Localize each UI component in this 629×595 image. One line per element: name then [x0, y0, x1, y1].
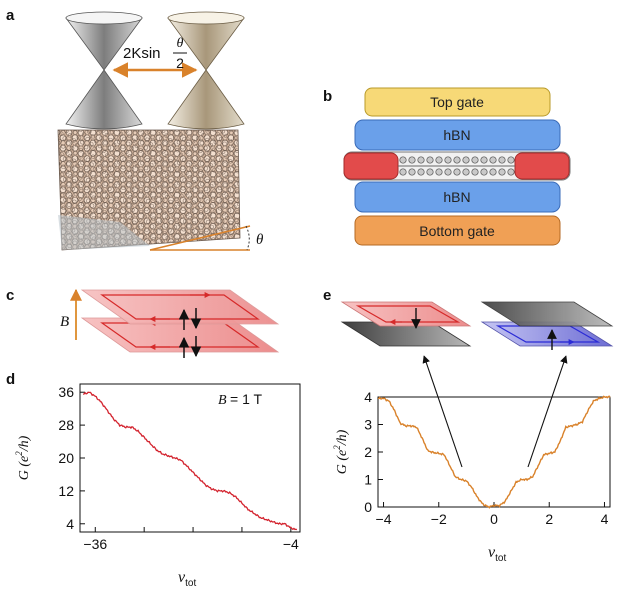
plot-e-xlabel: νtot [488, 544, 506, 564]
plot-e-frame [377, 396, 611, 508]
carbon-atom [426, 168, 434, 176]
carbon-atom [471, 156, 479, 164]
plot-e-series [377, 395, 611, 509]
plot-e-ytick-label: 4 [364, 389, 372, 405]
panel-b: Top gate hBN hBN Bottom gate [343, 87, 571, 246]
carbon-atom [408, 156, 416, 164]
plot-d-ytick-label: 12 [58, 483, 74, 499]
plot-d-series [82, 391, 298, 531]
plot-d-ytick-label: 20 [58, 450, 74, 466]
plot-e-xtick-label: 4 [601, 511, 609, 527]
carbon-atom [480, 168, 488, 176]
dirac-cone-right [167, 11, 245, 130]
panel-e: −4 −2 0 2 4 0 1 2 3 4 G (e2/h) νtot [332, 301, 614, 564]
panel-d: −36 −4 4 12 20 28 36 B = 1 T G (e2/h) νtot [14, 383, 301, 589]
graphene-channel [343, 151, 571, 181]
carbon-atom [462, 156, 470, 164]
plot-d-xtick-label: −36 [83, 536, 107, 552]
plot-e-ytick-label: 3 [364, 417, 372, 433]
plot-e-ytick-label: 1 [364, 472, 372, 488]
carbon-atom [399, 168, 407, 176]
plot-e-xtick-label: −4 [376, 511, 392, 527]
hbn-top-label: hBN [443, 127, 470, 143]
plot-d-frame [79, 383, 301, 533]
plot-e-ytick-label: 2 [364, 444, 372, 460]
bottom-gate-label: Bottom gate [419, 223, 495, 239]
panel-label-c: c [6, 287, 14, 304]
plot-d-field-var: B [218, 393, 227, 408]
pointer-arrow-right [527, 355, 568, 468]
top-gate-label: Top gate [430, 94, 484, 110]
hbn-bottom-label: hBN [443, 189, 470, 205]
carbon-atom [471, 168, 479, 176]
carbon-atom [498, 156, 506, 164]
panel-a: 2Ksin θ 2 θ [57, 11, 264, 251]
plot-d-ylabel: G (e2/h) [14, 435, 32, 480]
inset-right [480, 301, 614, 350]
carbon-atom [489, 156, 497, 164]
b-field-label: B [60, 314, 69, 330]
carbon-atom [435, 156, 443, 164]
k-separation-denominator: 2 [176, 55, 184, 71]
plot-d-xtick-label: −4 [283, 536, 299, 552]
plot-e-xtick-label: 2 [545, 511, 553, 527]
plot-d-ytick-label: 36 [58, 384, 74, 400]
carbon-atom [462, 168, 470, 176]
plot-e-ticks: −4 −2 0 2 4 0 1 2 3 4 [364, 389, 608, 527]
carbon-atom [480, 156, 488, 164]
carbon-atom [507, 156, 515, 164]
carbon-atom [453, 168, 461, 176]
twist-angle-label: θ [256, 232, 264, 248]
plot-d-ticks: −36 −4 4 12 20 28 36 [58, 384, 299, 552]
bottom-gate-layer [354, 215, 561, 246]
carbon-atom [444, 168, 452, 176]
carbon-atom [417, 156, 425, 164]
top-gate-layer [364, 87, 551, 117]
contact-left [343, 152, 399, 180]
carbon-atom [426, 156, 434, 164]
k-separation-prefix: 2Ksin [123, 45, 161, 62]
inset-left [340, 301, 472, 347]
carbon-atom [417, 168, 425, 176]
dirac-cone-left [65, 11, 143, 130]
angle-ray [149, 225, 251, 251]
panel-label-e: e [323, 287, 331, 304]
carbon-atom [435, 168, 443, 176]
carbon-atom [453, 156, 461, 164]
angle-arc [245, 225, 250, 251]
plot-d-ytick-label: 4 [66, 516, 74, 532]
panel-c: B [60, 288, 280, 358]
layer-top [80, 289, 280, 325]
carbon-atom [507, 168, 515, 176]
hbn-top-layer [354, 119, 561, 151]
panel-label-d: d [6, 371, 15, 388]
k-separation-numerator: θ [177, 36, 184, 51]
carbon-atom [489, 168, 497, 176]
panel-label-a: a [6, 7, 15, 24]
plot-e-ytick-label: 0 [364, 499, 372, 515]
carbon-atom [498, 168, 506, 176]
carbon-atom [408, 168, 416, 176]
graphene-chain [398, 156, 515, 176]
plot-d-ytick-label: 28 [58, 417, 74, 433]
panel-label-b: b [323, 88, 332, 105]
contact-right [514, 152, 570, 180]
plot-d-field-value: = 1 T [230, 391, 262, 407]
plot-e-xtick-label: −2 [431, 511, 447, 527]
moire-lattice [57, 129, 241, 251]
carbon-atom [399, 156, 407, 164]
pointer-arrow-left [422, 355, 463, 468]
plot-e-ylabel: G (e2/h) [332, 429, 350, 474]
hbn-bottom-layer [354, 181, 561, 213]
plot-d-xlabel: νtot [178, 569, 196, 589]
plot-e-xtick-label: 0 [490, 511, 498, 527]
carbon-atom [444, 156, 452, 164]
